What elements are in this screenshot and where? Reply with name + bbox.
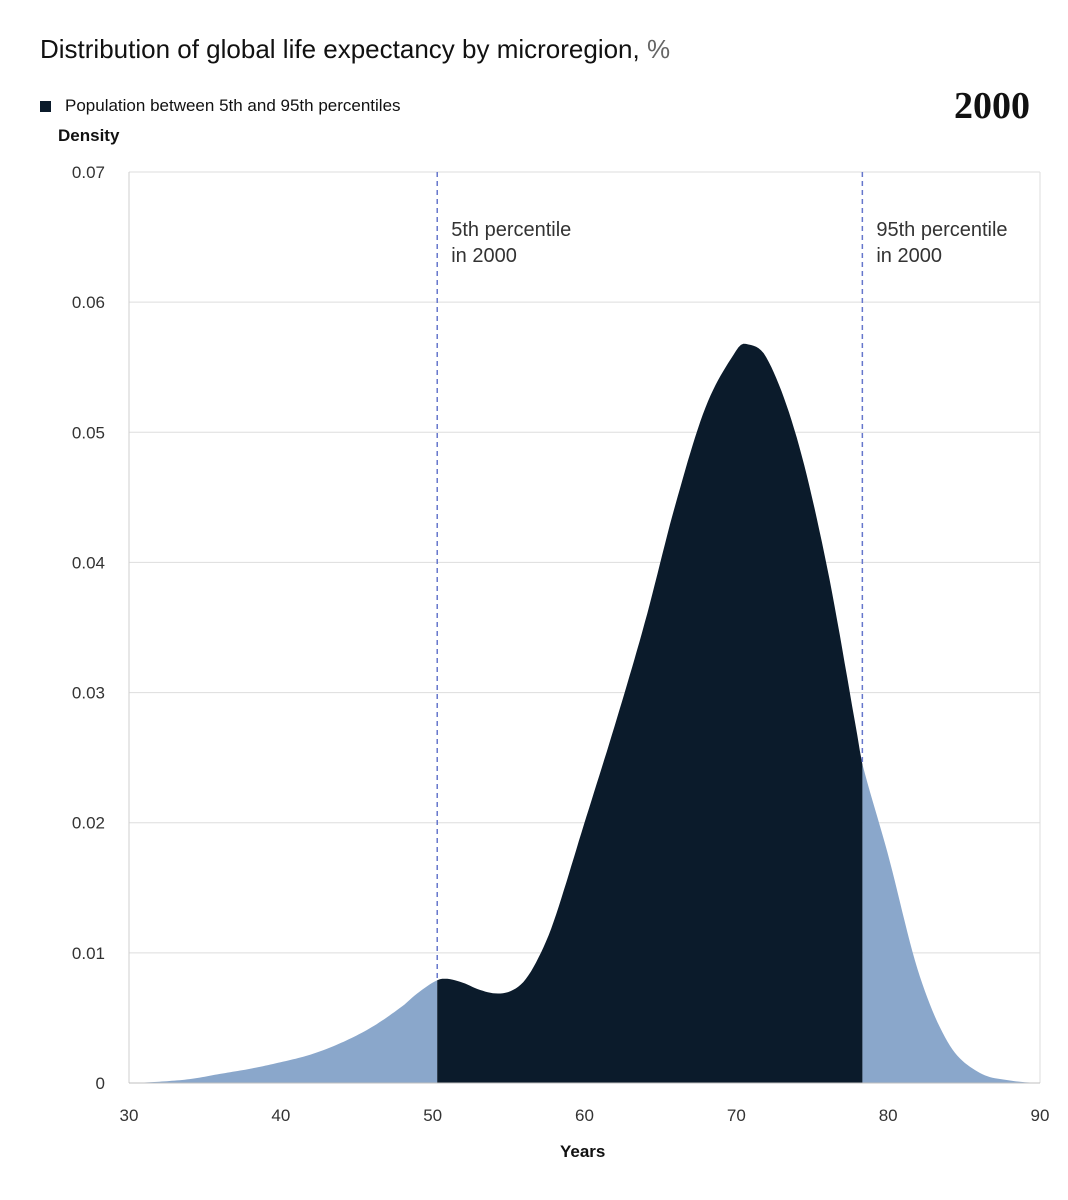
legend: Population between 5th and 95th percenti… bbox=[40, 96, 401, 116]
year-badge: 2000 bbox=[954, 85, 1030, 127]
upper-tail-area bbox=[862, 764, 1040, 1083]
y-tick-label: 0.01 bbox=[72, 944, 105, 963]
chart-title: Distribution of global life expectancy b… bbox=[40, 34, 670, 65]
x-tick-label: 70 bbox=[727, 1106, 746, 1125]
lower-tail-area bbox=[129, 980, 438, 1083]
inner-percentile-area bbox=[437, 343, 863, 1083]
y-tick-label: 0 bbox=[96, 1074, 105, 1093]
p95-label: 95th percentile bbox=[876, 219, 1007, 241]
y-tick-label: 0.02 bbox=[72, 814, 105, 833]
chart-title-unit: % bbox=[646, 34, 671, 64]
y-tick-label: 0.07 bbox=[72, 163, 105, 182]
x-tick-label: 50 bbox=[423, 1106, 442, 1125]
y-axis-label: Density bbox=[58, 126, 120, 145]
legend-label: Population between 5th and 95th percenti… bbox=[65, 96, 401, 115]
x-tick-label: 40 bbox=[271, 1106, 290, 1125]
x-tick-label: 60 bbox=[575, 1106, 594, 1125]
y-tick-label: 0.06 bbox=[72, 293, 105, 312]
y-tick-label: 0.05 bbox=[72, 423, 105, 442]
x-axis-label: Years bbox=[560, 1142, 606, 1161]
legend-swatch bbox=[40, 100, 51, 112]
p5-label-year: in 2000 bbox=[451, 245, 517, 267]
x-tick-label: 90 bbox=[1031, 1106, 1050, 1125]
x-tick-label: 80 bbox=[879, 1106, 898, 1125]
x-tick-label: 30 bbox=[120, 1106, 139, 1125]
y-tick-label: 0.03 bbox=[72, 684, 105, 703]
p5-label: 5th percentile bbox=[451, 219, 571, 241]
chart-title-text: Distribution of global life expectancy b… bbox=[40, 34, 640, 64]
y-tick-label: 0.04 bbox=[72, 553, 105, 572]
p95-label-year: in 2000 bbox=[876, 245, 942, 267]
